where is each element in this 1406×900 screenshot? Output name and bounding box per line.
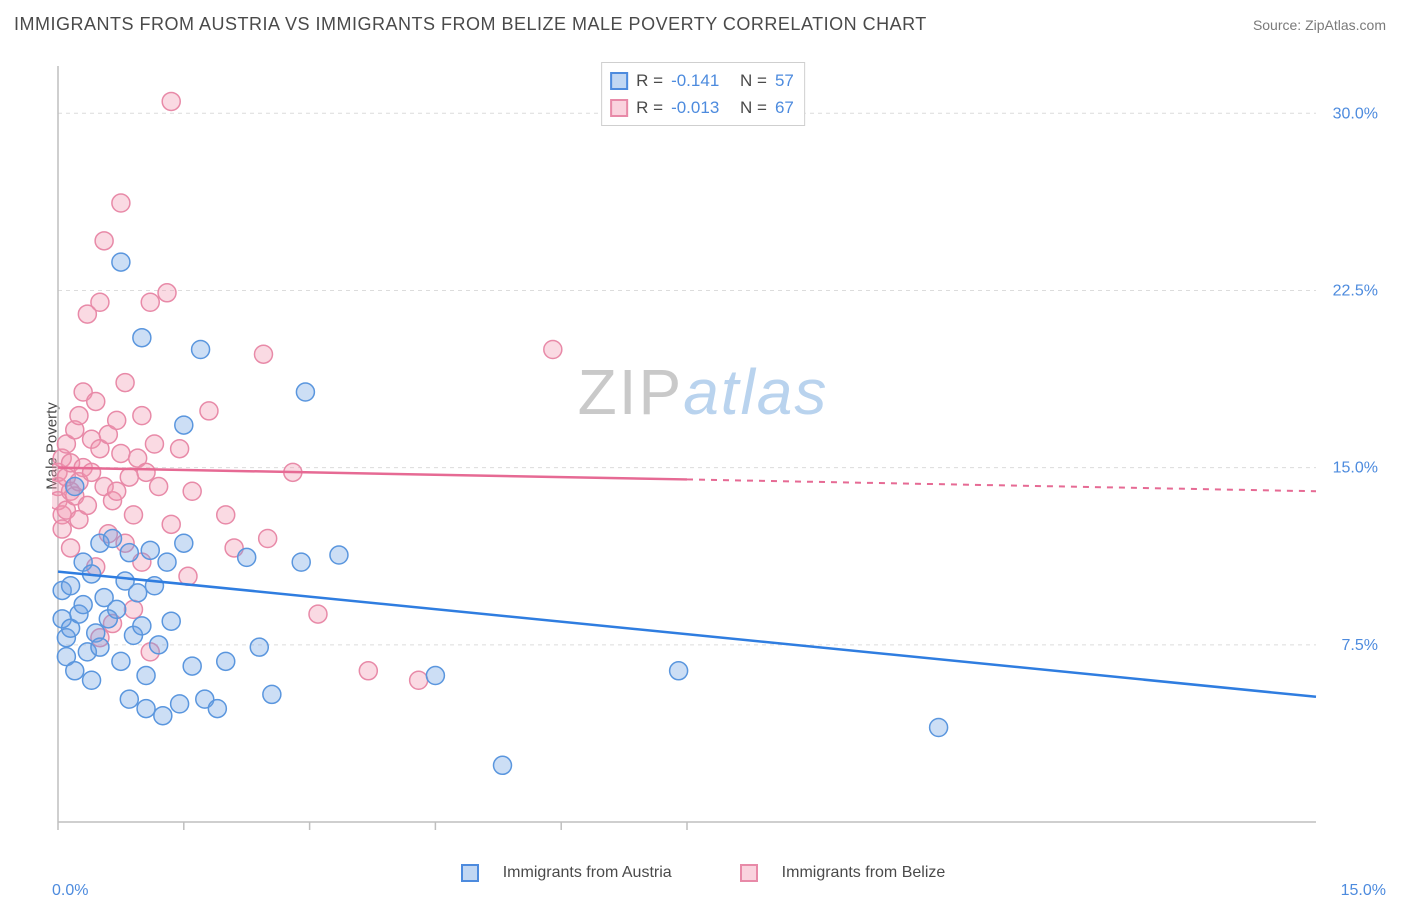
- legend-label-1: Immigrants from Austria: [503, 864, 672, 882]
- svg-text:22.5%: 22.5%: [1333, 282, 1378, 299]
- svg-text:7.5%: 7.5%: [1342, 637, 1378, 654]
- stats-row-1: R = -0.141 N = 57: [610, 67, 794, 94]
- stats-box: R = -0.141 N = 57 R = -0.013 N = 67: [601, 62, 805, 126]
- legend-swatch-2-icon: [740, 864, 758, 882]
- source-label: Source: ZipAtlas.com: [1253, 17, 1386, 33]
- chart-area: 7.5% 15.0% 22.5% 30.0%: [52, 60, 1386, 840]
- legend: Immigrants from Austria Immigrants from …: [0, 864, 1406, 882]
- legend-label-2: Immigrants from Belize: [782, 864, 946, 882]
- n-value-1: 57: [775, 67, 794, 94]
- svg-text:15.0%: 15.0%: [1333, 460, 1378, 477]
- swatch-series1-icon: [610, 72, 628, 90]
- scatter-chart: 7.5% 15.0% 22.5% 30.0%: [52, 60, 1386, 840]
- stats-row-2: R = -0.013 N = 67: [610, 94, 794, 121]
- x-min-label: 0.0%: [52, 882, 88, 900]
- watermark-part1: ZIP: [578, 356, 684, 428]
- r-label-2: R =: [636, 94, 663, 121]
- n-label-2: N =: [740, 94, 767, 121]
- r-label-1: R =: [636, 67, 663, 94]
- r-value-1: -0.141: [671, 67, 719, 94]
- chart-title: IMMIGRANTS FROM AUSTRIA VS IMMIGRANTS FR…: [14, 14, 927, 35]
- x-max-label: 15.0%: [1341, 882, 1386, 900]
- watermark-part2: atlas: [683, 356, 828, 428]
- legend-swatch-1-icon: [461, 864, 479, 882]
- svg-text:30.0%: 30.0%: [1333, 105, 1378, 122]
- r-value-2: -0.013: [671, 94, 719, 121]
- n-label-1: N =: [740, 67, 767, 94]
- n-value-2: 67: [775, 94, 794, 121]
- swatch-series2-icon: [610, 99, 628, 117]
- watermark: ZIPatlas: [578, 355, 829, 429]
